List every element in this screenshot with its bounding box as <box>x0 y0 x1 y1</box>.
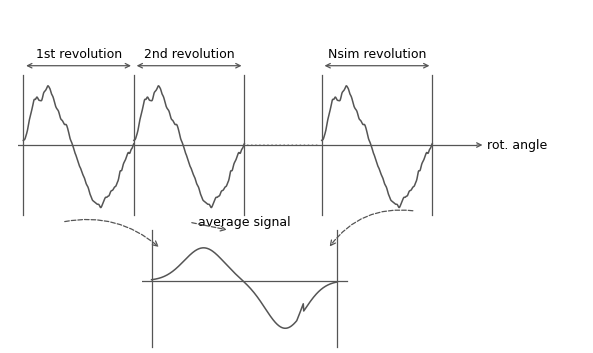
Text: 2nd revolution: 2nd revolution <box>144 48 234 61</box>
Text: rot. angle: rot. angle <box>487 138 548 151</box>
Text: average signal: average signal <box>198 216 291 229</box>
Text: Nsim revolution: Nsim revolution <box>328 48 426 61</box>
Text: 1st revolution: 1st revolution <box>36 48 122 61</box>
